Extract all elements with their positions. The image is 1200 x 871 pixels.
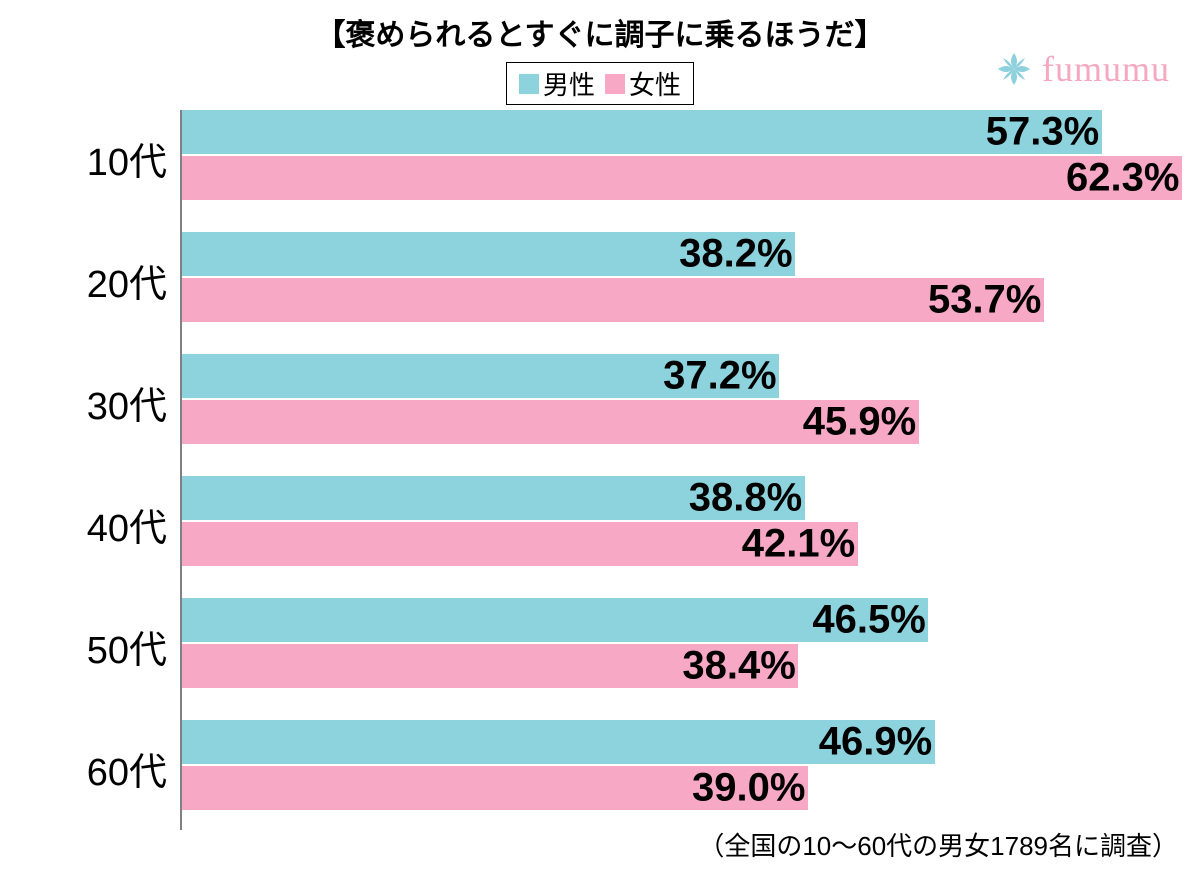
y-axis-label: 50代 bbox=[7, 619, 167, 674]
y-axis-label: 40代 bbox=[7, 497, 167, 552]
bar-value-label: 37.2% bbox=[663, 354, 776, 399]
brand-text: fumumu bbox=[1042, 48, 1170, 90]
male-bar bbox=[182, 110, 1102, 154]
legend-label-female: 女性 bbox=[629, 65, 681, 102]
bar-value-label: 38.2% bbox=[679, 232, 792, 277]
chart-title: 【褒められるとすぐに調子に乗るほうだ】 bbox=[0, 0, 1200, 54]
bar-value-label: 46.9% bbox=[819, 720, 932, 765]
legend-swatch-female bbox=[605, 74, 625, 94]
female-bar bbox=[182, 156, 1182, 200]
legend-swatch-male bbox=[519, 74, 539, 94]
legend-item-female: 女性 bbox=[605, 65, 681, 102]
chart-plot-area: 10代57.3%62.3%20代38.2%53.7%30代37.2%45.9%4… bbox=[180, 110, 1180, 830]
bar-value-label: 53.7% bbox=[928, 278, 1041, 323]
female-bar bbox=[182, 278, 1044, 322]
bar-value-label: 57.3% bbox=[986, 110, 1099, 155]
legend: 男性 女性 bbox=[506, 62, 694, 105]
bar-value-label: 62.3% bbox=[1066, 156, 1179, 201]
legend-label-male: 男性 bbox=[543, 65, 595, 102]
y-axis-label: 30代 bbox=[7, 375, 167, 430]
bar-value-label: 39.0% bbox=[692, 766, 805, 811]
bar-value-label: 38.4% bbox=[682, 644, 795, 689]
brand-logo: fumumu bbox=[994, 48, 1170, 90]
y-axis-label: 20代 bbox=[7, 253, 167, 308]
bar-value-label: 46.5% bbox=[812, 598, 925, 643]
y-axis-label: 10代 bbox=[7, 131, 167, 186]
bar-value-label: 38.8% bbox=[689, 476, 802, 521]
flower-icon bbox=[994, 49, 1034, 89]
legend-item-male: 男性 bbox=[519, 65, 595, 102]
y-axis-label: 60代 bbox=[7, 741, 167, 796]
footer-note: （全国の10〜60代の男女1789名に調査） bbox=[698, 826, 1178, 863]
bar-value-label: 45.9% bbox=[803, 400, 916, 445]
bar-value-label: 42.1% bbox=[742, 522, 855, 567]
